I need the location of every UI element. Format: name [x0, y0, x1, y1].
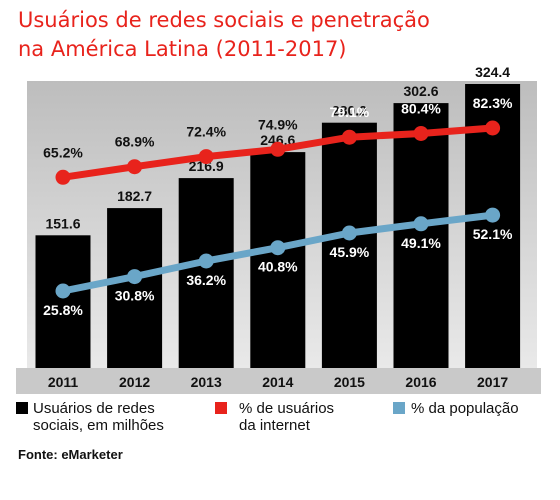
line-value-label-1-2014: 40.8%: [258, 259, 298, 275]
line-value-label-0-2011: 65.2%: [43, 144, 83, 160]
legend: Usuários de redes sociais, em milhões % …: [16, 400, 519, 434]
x-axis-band: [16, 368, 541, 394]
line-value-label-0-2013: 72.4%: [186, 124, 226, 140]
bar-2013: [178, 178, 234, 368]
line-value-label-1-2016: 49.1%: [401, 235, 441, 251]
legend-label-bars-line2: sociais, em milhões: [33, 417, 164, 434]
line-point-0-2014: [270, 141, 286, 157]
legend-swatch-bars: [16, 402, 28, 414]
chart-title-line1: Usuários de redes sociais e penetração: [18, 8, 430, 32]
x-tick-2015: 2015: [334, 374, 365, 390]
line-value-label-0-2015: 79.1%: [330, 104, 370, 120]
bar-2012: [107, 208, 163, 368]
bar-value-label-2014: 246.6: [260, 132, 295, 148]
x-tick-2017: 2017: [477, 374, 508, 390]
line-value-label-1-2013: 36.2%: [186, 272, 226, 288]
line-point-0-2013: [198, 149, 214, 165]
line-point-1-2012: [127, 269, 143, 285]
line-value-label-0-2012: 68.9%: [115, 134, 155, 150]
line-value-label-0-2014: 74.9%: [258, 116, 298, 132]
bars-layer: [35, 84, 521, 368]
line-value-label-1-2011: 25.8%: [43, 302, 83, 318]
line-point-1-2017: [485, 207, 501, 223]
line-value-label-0-2017: 82.3%: [473, 95, 513, 111]
bar-value-label-2013: 216.9: [189, 158, 224, 174]
bar-2015: [321, 122, 377, 368]
line-value-label-0-2016: 80.4%: [401, 101, 441, 117]
line-point-1-2013: [198, 253, 214, 269]
legend-swatch-internet: [215, 402, 227, 414]
line-point-0-2017: [485, 120, 501, 136]
x-tick-2014: 2014: [262, 374, 293, 390]
line-point-1-2016: [413, 216, 429, 232]
legend-label-populacao: % da população: [411, 400, 519, 417]
line-point-0-2015: [341, 129, 357, 145]
legend-label-internet-line2: da internet: [239, 417, 311, 434]
bar-value-label-2015: 280.2: [332, 103, 367, 119]
bar-2016: [393, 103, 449, 368]
x-tick-2016: 2016: [405, 374, 436, 390]
bar-value-label-2011: 151.6: [45, 215, 80, 231]
bar-labels-layer: 151.6 182.7 216.9 246.6 280.2 302.6 324.4: [45, 64, 510, 231]
bar-value-label-2017: 324.4: [475, 64, 510, 80]
line-value-label-1-2012: 30.8%: [115, 288, 155, 304]
chart-title: Usuários de redes sociais e penetração n…: [18, 6, 548, 64]
bar-2014: [250, 152, 306, 368]
x-tick-2012: 2012: [119, 374, 150, 390]
line-value-label-1-2017: 52.1%: [473, 226, 513, 242]
line-value-label-1-2015: 45.9%: [330, 244, 370, 260]
source-note: Fonte: eMarketer: [18, 447, 123, 462]
lines-layer: 65.2% 68.9% 72.4% 74.9% 79.1% 80.4% 82.3% 25.8%…: [43, 95, 513, 318]
line-point-0-2012: [127, 159, 143, 175]
legend-swatch-populacao: [393, 402, 405, 414]
legend-label-bars-line1: Usuários de redes: [33, 400, 155, 417]
line-point-0-2011: [55, 169, 71, 185]
x-tick-2011: 2011: [48, 374, 79, 390]
bar-value-label-2016: 302.6: [403, 83, 438, 99]
x-tick-labels: 2011 2012 2013 2014 2015 2016 2017: [48, 374, 509, 390]
line-point-1-2011: [55, 283, 71, 299]
x-tick-2013: 2013: [191, 374, 222, 390]
legend-label-internet-line1: % de usuários: [239, 400, 334, 417]
line-point-0-2016: [413, 126, 429, 141]
bar-2011: [35, 235, 91, 368]
line-point-1-2015: [341, 225, 357, 241]
chart-title-line2: na América Latina (2011-2017): [18, 37, 347, 61]
line-point-1-2014: [270, 240, 286, 256]
bar-value-label-2012: 182.7: [117, 188, 152, 204]
